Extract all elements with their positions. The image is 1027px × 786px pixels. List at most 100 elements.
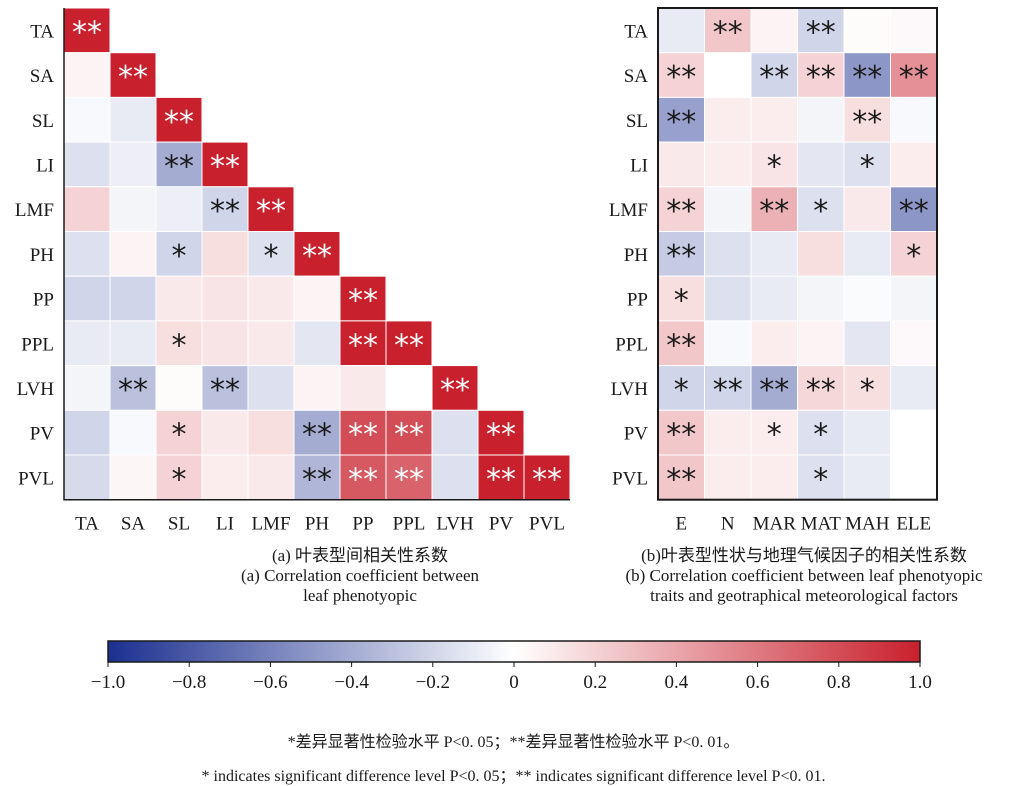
panel-b-cell-PVL-MAR [750,454,798,501]
panel-b-significance-LVH-MAH: * [860,373,875,408]
panel-b-cell-PH-MAT [797,231,845,277]
panel-a-col-label-PVL: PVL [529,514,565,535]
panel-a-cell-SL-TA [63,96,111,143]
panel-a-cell-LVH-SL [155,365,203,411]
panel-b-cell-PPL-MAT [797,320,845,367]
caption-a-en-line2: leaf phenotyopic [303,586,417,605]
panel-b-row-label-SA: SA [624,66,649,87]
panel-b-cell-LI-ELE [890,141,938,188]
panel-a-col-label-SL: SL [168,514,190,535]
panel-a-cell-PPL-SA [109,320,157,367]
panel-a-significance-PVL-PH: ** [302,462,332,497]
panel-b-significance-LMF-MAT: * [813,194,828,229]
panel-b-cell-LI-MAT [797,141,845,188]
panel-a-row-label-SA: SA [30,66,55,87]
caption-a-en-line1: (a) Correlation coefficient between [240,566,480,585]
panel-b-significance-PH-ELE: * [906,239,921,274]
panel-b-col-label-N: N [721,514,735,535]
panel-a-cell-PP-PP [339,275,387,322]
colorbar-tick-label: −0.8 [172,672,206,693]
panel-a-col-label-PP: PP [352,514,373,535]
panel-b-significance-TA-MAT: ** [806,15,836,50]
panel-a-col-label-LVH: LVH [436,514,474,535]
panel-b-significance-PP-E: * [674,284,689,319]
panel-b-cell-TA-E [657,7,705,54]
panel-a-cell-LVH-LVH [431,365,479,411]
note-en: * indicates significant difference level… [201,768,826,785]
caption-b-cn: (b)叶表型性状与地理气候因子的相关性系数 [641,546,967,565]
panel-b-cell-PVL-MAH [843,454,891,501]
panel-a-significance-LI-LI: ** [210,149,240,184]
panel-b-significance-SA-MAR: ** [759,60,789,95]
panel-a-cell-LVH-PP [339,365,387,411]
panel-b-row-label-LVH: LVH [611,379,649,400]
panel-a-significance-PH-LMF: * [264,239,279,274]
panel-a-cell-PP-PH [293,275,341,322]
panel-a-cell-PVL-SA [109,454,157,501]
panel-a-significance-PPL-PP: ** [348,328,378,363]
panel-b-row-label-PVL: PVL [612,468,648,489]
panel-b-row-label-LMF: LMF [609,200,648,221]
panel-b-row-label-SL: SL [626,111,648,132]
panel-a-cell-PPL-SL [155,320,203,367]
panel-b-significance-PVL-E: ** [666,462,696,497]
panel-b-cell-PPL-MAR [750,320,798,367]
panel-a-row-label-LMF: LMF [15,200,54,221]
panel-b-cell-TA-MAH [843,7,891,54]
panel-b-col-label-MAH: MAH [845,514,890,535]
panel-b-significance-LMF-ELE: ** [899,194,929,229]
panel-a-cell-PVL-PVL [523,454,571,501]
panel-a-cell-LMF-SA [109,186,157,233]
panel-b-cell-PV-ELE [890,409,938,456]
panel-b-cell-PH-MAR [750,231,798,277]
panel-b-cell-SL-MAR [750,96,798,143]
panel-b-significance-TA-N: ** [713,15,743,50]
panel-a-cell-LI-SA [109,141,157,188]
panel-a-col-label-PPL: PPL [393,514,426,535]
panel-a-significance-PVL-PVL: ** [532,462,562,497]
caption-b: (b)叶表型性状与地理气候因子的相关性系数 (b) Correlation co… [580,546,1027,606]
panel-a-significance-LMF-LI: ** [210,194,240,229]
panel-a-significance-LVH-LVH: ** [440,373,470,408]
panel-b-row-label-PP: PP [627,290,648,311]
panel-b-cell-SL-E [657,96,705,143]
panel-a-cell-PP-SA [109,275,157,322]
panel-b-cell-SA-MAH [843,52,891,98]
panel-b-row-label-PV: PV [624,424,649,445]
panel-b-cell-TA-N [704,7,752,54]
panel-a-row-label-PV: PV [30,424,55,445]
panel-a-significance-PPL-SL: * [172,328,187,363]
panel-b-cell-SL-MAT [797,96,845,143]
panel-b-cell-LMF-MAH [843,186,891,233]
panel-a-axes [63,8,570,501]
panel-a-cell-PH-SL [155,231,203,277]
panel-b-cell-LVH-MAH [843,365,891,411]
panel-a-cell-PPL-LMF [247,320,295,367]
panel-b-cell-SA-MAR [750,52,798,98]
panel-b-cell-PVL-E [657,454,705,501]
colorbar-tick-label: 1.0 [908,672,932,693]
panel-b-col-label-E: E [675,514,687,535]
panel-a-row-label-LI: LI [36,155,54,176]
panel-b-significance-LVH-E: * [674,373,689,408]
panel-b-significance-SA-ELE: ** [899,60,929,95]
panel-a-col-label-TA: TA [75,514,99,535]
panel-b-significance-LVH-N: ** [713,373,743,408]
panel-a-significance-SA-SA: ** [118,60,148,95]
panel-a-cell-PVL-SL [155,454,203,501]
panel-b-cell-PH-N [704,231,752,277]
panel-a-cell-PVL-PV [477,454,525,501]
panel-a-row-label-PH: PH [30,245,55,266]
panel-b-cell-SL-MAH [843,96,891,143]
panel-a-significance-LVH-LI: ** [210,373,240,408]
panel-b-cell-PVL-ELE [890,454,938,501]
panel-a-significance-PV-PH: ** [302,418,332,453]
panel-a-cell-PPL-LI [201,320,249,367]
caption-b-en-line1: (b) Correlation coefficient between leaf… [625,566,983,585]
panel-b-cell-PH-MAH [843,231,891,277]
panel-b-cell-PP-MAT [797,275,845,322]
panel-b-cell-PV-MAT [797,409,845,456]
panel-a-cell-LVH-PPL [385,365,433,411]
panel-a-cell-PV-PPL [385,409,433,456]
